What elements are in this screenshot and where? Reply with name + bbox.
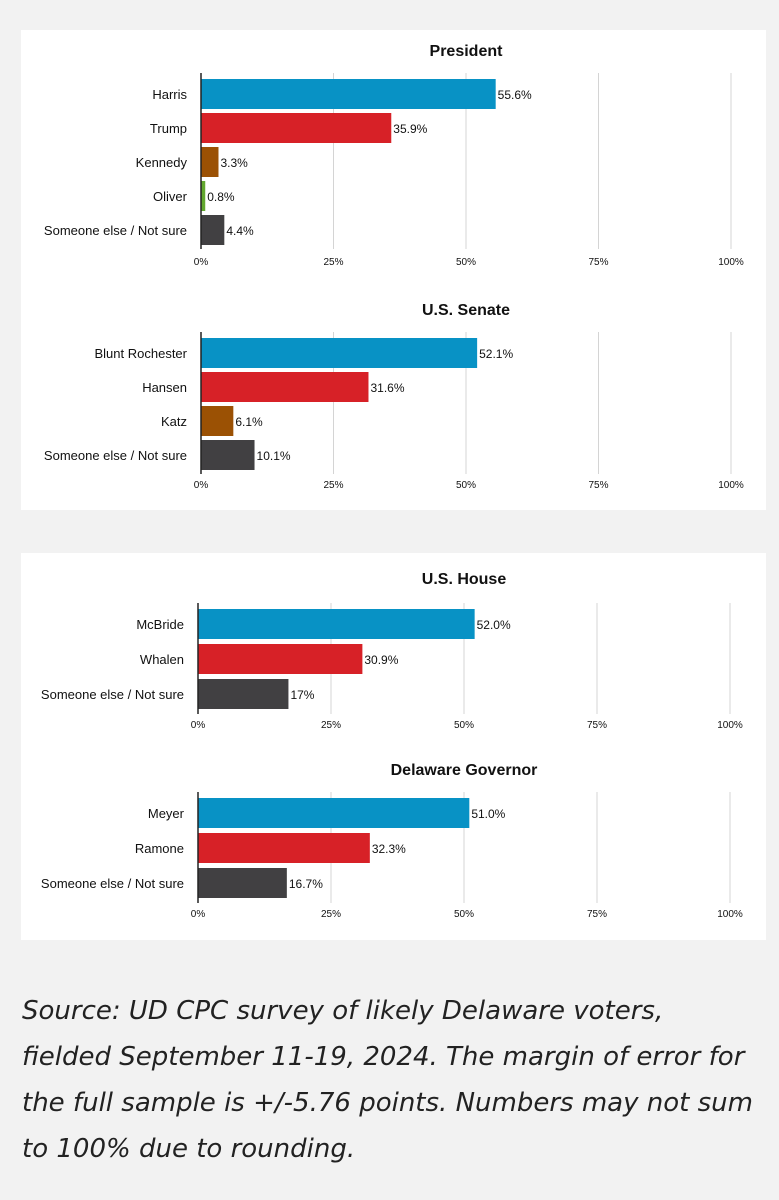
senate-value-label: 31.6% (370, 381, 404, 395)
house-value-label: 52.0% (477, 618, 511, 632)
president-chart: President 0% 25% 50% 75% 100% Harris 55.6% Trump… (44, 43, 744, 268)
house-category-label: Someone else / Not sure (41, 687, 184, 702)
senate-tick-label: 100% (718, 480, 744, 491)
chart-panel-bottom: U.S. House 0% 25% 50% 75% 100% McBride 52.0% Wha… (21, 553, 766, 940)
senate-chart: U.S. Senate 0% 25% 50% 75% 100% Blunt Rocheste… (44, 302, 744, 491)
house-chart-title: U.S. House (422, 571, 507, 588)
governor-tick-label: 50% (454, 909, 474, 920)
president-category-label: Harris (152, 87, 187, 102)
president-chart-title: President (430, 43, 504, 60)
house-chart: U.S. House 0% 25% 50% 75% 100% McBride 52.0% Wha… (41, 571, 743, 731)
president-bar (201, 215, 225, 245)
senate-tick-label: 75% (588, 480, 608, 491)
president-category-label: Trump (150, 121, 187, 136)
house-tick-label: 25% (321, 720, 341, 731)
senate-bar (201, 338, 478, 368)
governor-category-label: Meyer (148, 806, 185, 821)
senate-category-label: Hansen (142, 380, 187, 395)
governor-category-label: Someone else / Not sure (41, 876, 184, 891)
governor-tick-label: 0% (191, 909, 206, 920)
president-value-label: 35.9% (393, 122, 427, 136)
house-value-label: 17% (290, 688, 314, 702)
president-value-label: 3.3% (220, 156, 248, 170)
senate-bar (201, 406, 234, 436)
president-value-label: 0.8% (207, 190, 235, 204)
house-value-label: 30.9% (364, 653, 398, 667)
house-category-label: McBride (136, 617, 184, 632)
senate-category-label: Someone else / Not sure (44, 448, 187, 463)
governor-category-label: Ramone (135, 841, 184, 856)
president-tick-label: 0% (194, 257, 209, 268)
president-tick-label: 25% (323, 257, 343, 268)
senate-chart-title: U.S. Senate (422, 302, 510, 319)
house-tick-label: 0% (191, 720, 206, 731)
governor-chart: Delaware Governor 0% 25% 50% 75% 100% Meyer 51.… (41, 762, 743, 920)
senate-category-label: Katz (161, 414, 187, 429)
senate-tick-label: 50% (456, 480, 476, 491)
senate-category-label: Blunt Rochester (95, 346, 188, 361)
governor-bar (198, 833, 370, 863)
house-bar (198, 609, 475, 639)
senate-value-label: 10.1% (257, 449, 291, 463)
president-bar (201, 147, 219, 177)
president-tick-label: 50% (456, 257, 476, 268)
governor-value-label: 16.7% (289, 877, 323, 891)
senate-value-label: 6.1% (235, 415, 263, 429)
president-bar (201, 181, 206, 211)
senate-tick-label: 0% (194, 480, 209, 491)
president-value-label: 4.4% (226, 224, 254, 238)
house-bar (198, 644, 363, 674)
house-bar (198, 679, 289, 709)
senate-value-label: 52.1% (479, 347, 513, 361)
governor-tick-label: 100% (717, 909, 743, 920)
senate-tick-label: 25% (323, 480, 343, 491)
president-bar (201, 113, 392, 143)
senate-bar (201, 372, 369, 402)
president-category-label: Kennedy (136, 155, 188, 170)
governor-bar (198, 798, 470, 828)
house-category-label: Whalen (140, 652, 184, 667)
governor-tick-label: 25% (321, 909, 341, 920)
president-tick-label: 75% (588, 257, 608, 268)
chart-panel-top: President 0% 25% 50% 75% 100% Harris 55.6% Trump… (21, 30, 766, 510)
house-tick-label: 100% (717, 720, 743, 731)
president-value-label: 55.6% (498, 88, 532, 102)
house-tick-label: 75% (587, 720, 607, 731)
source-note: Source: UD CPC survey of likely Delaware… (22, 996, 753, 1164)
governor-value-label: 32.3% (372, 842, 406, 856)
president-bar (201, 79, 496, 109)
president-category-label: Oliver (153, 189, 188, 204)
senate-bar (201, 440, 255, 470)
governor-bar (198, 868, 287, 898)
governor-chart-title: Delaware Governor (391, 762, 538, 779)
president-category-label: Someone else / Not sure (44, 223, 187, 238)
president-tick-label: 100% (718, 257, 744, 268)
house-tick-label: 50% (454, 720, 474, 731)
governor-tick-label: 75% (587, 909, 607, 920)
governor-value-label: 51.0% (471, 807, 505, 821)
